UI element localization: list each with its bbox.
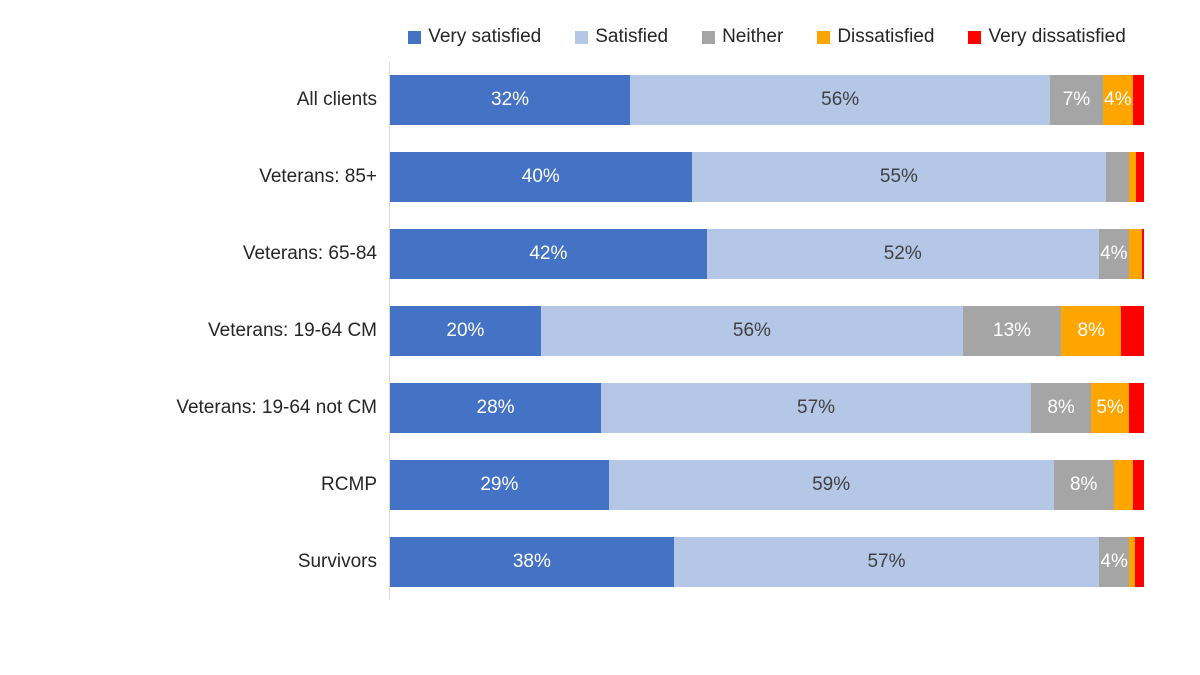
- legend-item-very-dissatisfied: Very dissatisfied: [968, 26, 1126, 48]
- bar-segment-dissatisfied: [1129, 536, 1136, 587]
- bar-segment-satisfied: 56%: [540, 306, 964, 356]
- bar-segment-neither: 8%: [1053, 459, 1114, 510]
- y-axis-line: [389, 62, 390, 600]
- bar-segment-neither: 13%: [963, 306, 1062, 356]
- bar-segment-dissatisfied: [1113, 459, 1133, 510]
- bar-segment-very-satisfied: 40%: [390, 152, 692, 203]
- category-label: All clients: [296, 89, 377, 111]
- legend-swatch-satisfied-icon: [575, 30, 589, 44]
- bar-segment-very-dissatisfied: [1128, 382, 1144, 433]
- bar-value-label: 8%: [1069, 473, 1098, 495]
- bar-segment-dissatisfied: [1128, 229, 1142, 280]
- bar-segment-satisfied: 52%: [706, 229, 1099, 280]
- bar-value-label: 57%: [797, 396, 836, 418]
- stacked-bar: 42% 52% 4%: [390, 229, 1144, 280]
- bar-segment-very-satisfied: 42%: [390, 229, 707, 280]
- bar-segment-very-dissatisfied: [1135, 536, 1144, 587]
- legend-label: Very satisfied: [428, 26, 542, 47]
- stacked-bar: 29% 59% 8%: [390, 459, 1144, 510]
- bar-value-label: 59%: [812, 473, 851, 495]
- chart-row: Veterans: 19-64 not CM 28% 57% 8% 5%: [0, 369, 1200, 446]
- bar-segment-very-satisfied: 38%: [390, 536, 674, 587]
- stacked-bar: 32% 56% 7% 4%: [390, 75, 1144, 126]
- stacked-bar: 28% 57% 8% 5%: [390, 382, 1144, 433]
- bar-value-label: 29%: [480, 473, 519, 495]
- legend: Very satisfied Satisfied Neither Dissatisfi…: [390, 26, 1144, 48]
- bar-segment-satisfied: 55%: [691, 152, 1107, 203]
- bar-segment-very-dissatisfied: [1136, 152, 1145, 203]
- category-label: Veterans: 19-64 CM: [208, 320, 377, 341]
- chart-rows: All clients 32% 56% 7% 4% Veterans: 85+ 40% 55%…: [0, 62, 1200, 600]
- chart-row: Veterans: 19-64 CM 20% 56% 13% 8%: [0, 293, 1200, 370]
- bar-value-label: 4%: [1104, 89, 1132, 111]
- chart-row: Veterans: 85+ 40% 55%: [0, 139, 1200, 216]
- legend-item-very-satisfied: Very satisfied: [408, 26, 541, 48]
- bar-segment-satisfied: 57%: [673, 536, 1100, 587]
- stacked-bar: 40% 55%: [390, 152, 1145, 203]
- bar-value-label: 42%: [529, 243, 568, 265]
- legend-label: Satisfied: [595, 26, 669, 47]
- bar-segment-very-satisfied: 28%: [390, 382, 602, 433]
- stacked-bar: 20% 56% 13% 8%: [390, 306, 1144, 356]
- category-label: Veterans: 85+: [259, 166, 377, 188]
- bar-segment-dissatisfied: [1128, 152, 1137, 203]
- bar-value-label: 13%: [993, 320, 1032, 341]
- bar-value-label: 57%: [867, 550, 906, 572]
- legend-label: Dissatisfied: [837, 26, 935, 47]
- legend-label: Neither: [722, 26, 784, 47]
- bar-segment-satisfied: 56%: [630, 75, 1051, 126]
- bar-segment-dissatisfied: 5%: [1091, 382, 1129, 433]
- bar-value-label: 40%: [521, 166, 560, 188]
- chart-row: RCMP 29% 59% 8%: [0, 446, 1200, 523]
- bar-segment-neither: 4%: [1098, 229, 1129, 280]
- legend-label: Very dissatisfied: [988, 26, 1126, 47]
- bar-segment-very-dissatisfied: [1121, 306, 1144, 356]
- legend-item-satisfied: Satisfied: [575, 26, 668, 48]
- bar-segment-dissatisfied: 8%: [1061, 306, 1122, 356]
- bar-value-label: 38%: [512, 550, 551, 572]
- legend-swatch-neither-icon: [702, 30, 716, 44]
- bar-segment-very-satisfied: 29%: [390, 459, 609, 510]
- category-label: Veterans: 65-84: [242, 243, 377, 265]
- legend-item-dissatisfied: Dissatisfied: [817, 26, 934, 48]
- bar-value-label: 32%: [491, 89, 530, 111]
- bar-value-label: 56%: [732, 320, 771, 341]
- bar-value-label: 28%: [476, 396, 515, 418]
- bar-segment-very-dissatisfied: [1132, 459, 1144, 510]
- bar-segment-neither: 7%: [1050, 75, 1103, 126]
- bar-value-label: 4%: [1100, 243, 1128, 265]
- stacked-bar: 38% 57% 4%: [390, 536, 1144, 587]
- bar-value-label: 56%: [821, 89, 860, 111]
- category-label: RCMP: [321, 473, 377, 495]
- chart-row: Survivors 38% 57% 4%: [0, 523, 1200, 600]
- bar-segment-very-dissatisfied: [1132, 75, 1144, 126]
- bar-value-label: 5%: [1096, 396, 1124, 418]
- bar-value-label: 8%: [1047, 396, 1075, 418]
- legend-swatch-very-satisfied-icon: [408, 30, 422, 44]
- bar-segment-very-satisfied: 20%: [390, 306, 541, 356]
- legend-swatch-very-dissatisfied-icon: [968, 30, 982, 44]
- bar-segment-satisfied: 57%: [601, 382, 1031, 433]
- bar-segment-neither: 8%: [1030, 382, 1092, 433]
- category-label: Survivors: [297, 550, 377, 572]
- bar-segment-very-satisfied: 32%: [390, 75, 631, 126]
- bar-value-label: 8%: [1077, 320, 1105, 341]
- bar-segment-satisfied: 59%: [608, 459, 1054, 510]
- bar-segment-neither: 4%: [1099, 536, 1130, 587]
- bar-segment-very-dissatisfied: [1141, 229, 1144, 280]
- bar-segment-neither: [1106, 152, 1129, 203]
- legend-swatch-dissatisfied-icon: [817, 30, 831, 44]
- bar-value-label: 7%: [1062, 89, 1091, 111]
- category-label: Veterans: 19-64 not CM: [176, 396, 377, 418]
- chart-row: Veterans: 65-84 42% 52% 4%: [0, 216, 1200, 293]
- bar-value-label: 52%: [883, 243, 922, 265]
- bar-value-label: 55%: [879, 166, 918, 188]
- chart-row: All clients 32% 56% 7% 4%: [0, 62, 1200, 139]
- bar-value-label: 20%: [446, 320, 485, 341]
- bar-value-label: 4%: [1100, 550, 1128, 572]
- bar-segment-dissatisfied: 4%: [1102, 75, 1133, 126]
- legend-item-neither: Neither: [702, 26, 783, 48]
